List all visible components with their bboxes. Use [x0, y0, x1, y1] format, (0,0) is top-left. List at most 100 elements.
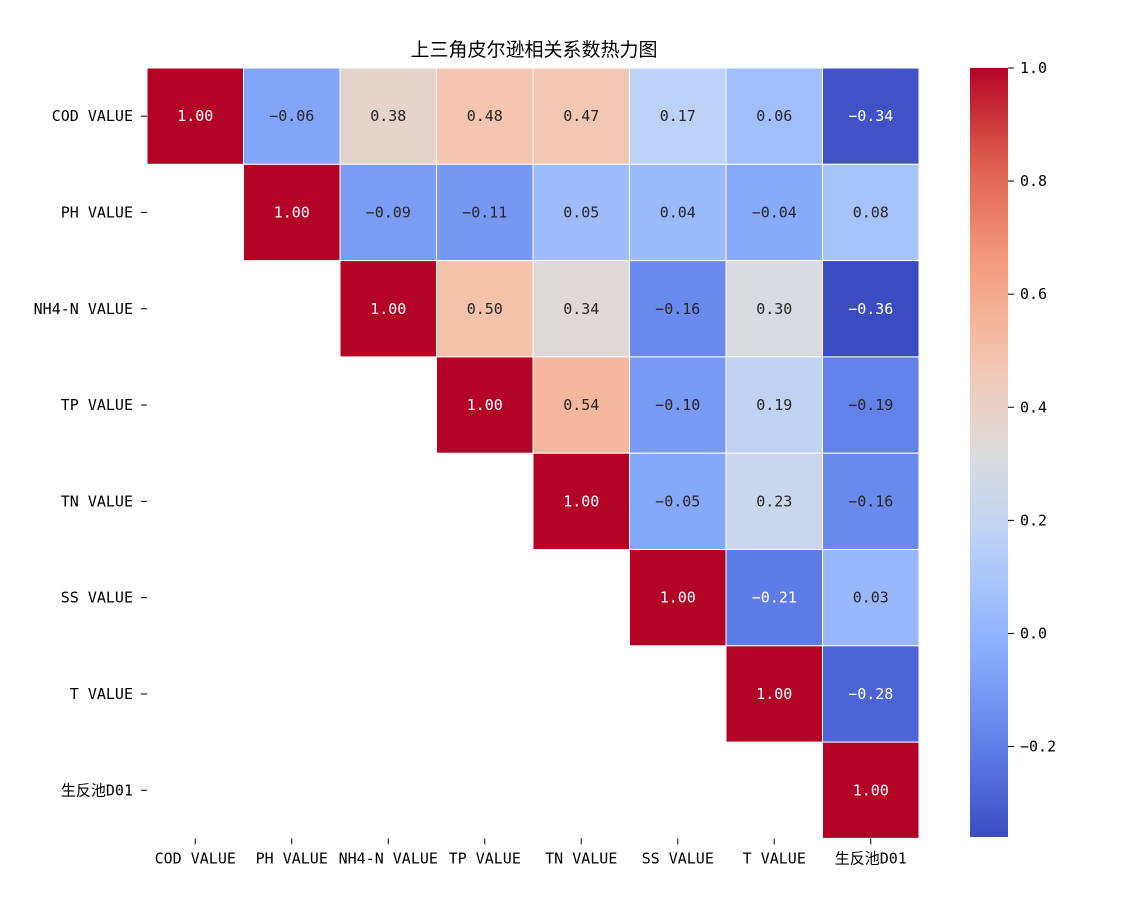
- cell-value-label: 0.04: [660, 203, 696, 221]
- cell-value-label: −0.21: [752, 589, 797, 607]
- y-tick-label: TN VALUE: [61, 492, 133, 510]
- heatmap-cell: [436, 356, 534, 454]
- y-tick-label: TP VALUE: [61, 396, 133, 414]
- colorbar-tick-label: 0.6: [1020, 285, 1047, 303]
- x-tick-label: NH4-N VALUE: [339, 849, 438, 867]
- cell-value-label: 0.06: [756, 107, 792, 125]
- x-tick-label: TP VALUE: [449, 849, 521, 867]
- x-tick-label: COD VALUE: [155, 849, 236, 867]
- cell-value-label: −0.34: [848, 107, 893, 125]
- colorbar-tick-label: 0.2: [1020, 511, 1047, 529]
- cell-value-label: −0.36: [848, 300, 893, 318]
- cell-value-label: 0.05: [563, 203, 599, 221]
- heatmap-cell: [629, 452, 727, 551]
- cell-value-label: 0.23: [756, 492, 792, 510]
- colorbar-gradient: [970, 68, 1008, 837]
- heatmap-cell: [532, 452, 630, 551]
- heatmap-cells: [146, 67, 920, 839]
- heatmap-cell: [629, 163, 727, 262]
- cell-annotations: 1.00 −0.06 0.38 0.48 0.47 0.17 0.06 −0.34 1.00 −0…: [177, 107, 893, 799]
- colorbar-tick-label: 1.0: [1020, 59, 1047, 77]
- cell-value-label: 0.30: [756, 300, 792, 318]
- heatmap-cell: [339, 67, 437, 165]
- heatmap-cell: [822, 163, 920, 262]
- cell-value-label: −0.19: [848, 396, 893, 414]
- heatmap-cell: [725, 645, 823, 743]
- cell-value-label: 0.38: [370, 107, 406, 125]
- heatmap-cell: [725, 260, 823, 358]
- cell-value-label: −0.09: [366, 203, 411, 221]
- heatmap-cell: [725, 356, 823, 454]
- colorbar-tick-label: −0.2: [1020, 738, 1056, 756]
- y-tick-label: COD VALUE: [52, 107, 133, 125]
- cell-value-label: 0.19: [756, 396, 792, 414]
- heatmap-cell: [822, 260, 920, 358]
- y-tick-label: 生反池D01: [61, 781, 133, 799]
- y-axis: COD VALUE PH VALUE NH4-N VALUE TP VALUE TN V…: [34, 107, 147, 799]
- x-tick-label: PH VALUE: [256, 849, 328, 867]
- x-tick-label: TN VALUE: [545, 849, 617, 867]
- cell-value-label: 1.00: [274, 203, 310, 221]
- cell-value-label: 1.00: [756, 685, 792, 703]
- cell-value-label: 1.00: [660, 589, 696, 607]
- heatmap-cell: [629, 67, 727, 165]
- y-tick-label: NH4-N VALUE: [34, 300, 133, 318]
- heatmap-cell: [436, 67, 534, 165]
- heatmap-cell: [822, 452, 920, 551]
- cell-value-label: 0.50: [467, 300, 503, 318]
- heatmap-cell: [822, 67, 920, 165]
- heatmap-cell: [725, 452, 823, 551]
- heatmap-cell: [629, 549, 727, 647]
- cell-value-label: 0.17: [660, 107, 696, 125]
- cell-value-label: 1.00: [853, 781, 889, 799]
- heatmap-cell: [822, 645, 920, 743]
- heatmap-cell: [339, 163, 437, 262]
- heatmap-cell: [725, 163, 823, 262]
- heatmap-cell: [243, 163, 341, 262]
- heatmap-cell: [436, 260, 534, 358]
- cell-value-label: 0.48: [467, 107, 503, 125]
- y-tick-label: PH VALUE: [61, 203, 133, 221]
- heatmap-cell: [822, 741, 920, 839]
- heatmap-cell: [629, 260, 727, 358]
- heatmap-cell: [532, 260, 630, 358]
- heatmap-cell: [822, 549, 920, 647]
- cell-value-label: −0.04: [752, 203, 797, 221]
- cell-value-label: −0.11: [462, 203, 507, 221]
- cell-value-label: 1.00: [370, 300, 406, 318]
- x-tick-label: T VALUE: [743, 849, 806, 867]
- cell-value-label: −0.28: [848, 685, 893, 703]
- cell-value-label: 1.00: [177, 107, 213, 125]
- heatmap-cell: [822, 356, 920, 454]
- heatmap-cell: [532, 163, 630, 262]
- colorbar: [970, 68, 1008, 837]
- y-tick-label: SS VALUE: [61, 589, 133, 607]
- cell-value-label: 0.47: [563, 107, 599, 125]
- x-axis: COD VALUE PH VALUE NH4-N VALUE TP VALUE TN V…: [155, 838, 907, 867]
- cell-value-label: 1.00: [563, 492, 599, 510]
- colorbar-tick-label: 0.0: [1020, 624, 1047, 642]
- heatmap-cell: [532, 356, 630, 454]
- cell-value-label: 0.03: [853, 589, 889, 607]
- chart-title: 上三角皮尔逊相关系数热力图: [410, 39, 657, 61]
- cell-value-label: 0.08: [853, 203, 889, 221]
- cell-value-label: −0.16: [655, 300, 700, 318]
- y-tick-label: T VALUE: [70, 685, 133, 703]
- x-tick-label: SS VALUE: [642, 849, 714, 867]
- x-tick-label: 生反池D01: [835, 849, 907, 867]
- heatmap-cell: [243, 67, 341, 165]
- cell-value-label: 1.00: [467, 396, 503, 414]
- heatmap-cell: [532, 67, 630, 165]
- heatmap-cell: [339, 260, 437, 358]
- cell-value-label: −0.10: [655, 396, 700, 414]
- cell-value-label: 0.34: [563, 300, 599, 318]
- colorbar-tick-label: 0.4: [1020, 398, 1047, 416]
- colorbar-tick-label: 0.8: [1020, 172, 1047, 190]
- heatmap-cell: [146, 67, 244, 165]
- colorbar-ticks: 1.0 0.8 0.6 0.4 0.2 0.0 −0.2: [1008, 59, 1056, 756]
- cell-value-label: 0.54: [563, 396, 599, 414]
- cell-value-label: −0.06: [269, 107, 314, 125]
- cell-value-label: −0.05: [655, 492, 700, 510]
- cell-value-label: −0.16: [848, 492, 893, 510]
